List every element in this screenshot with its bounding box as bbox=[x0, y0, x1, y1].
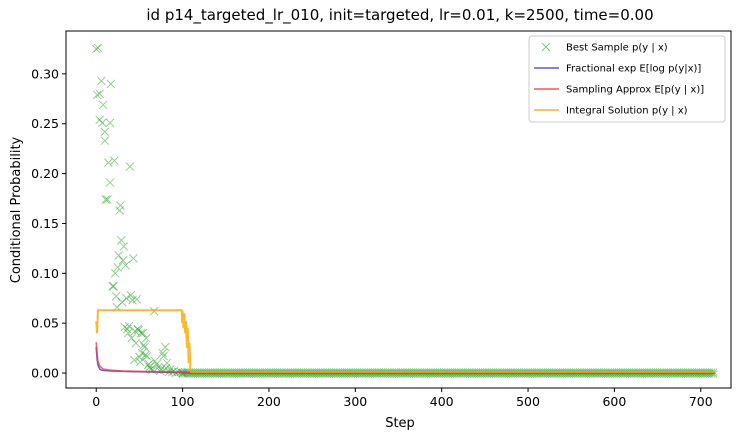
best-sample-point bbox=[121, 260, 130, 270]
x-tick-label: 600 bbox=[602, 394, 626, 409]
best-sample-point bbox=[103, 195, 112, 204]
y-axis-label: Conditional Probability bbox=[9, 136, 24, 283]
best-sample-point bbox=[101, 195, 111, 204]
best-sample-point bbox=[162, 358, 172, 368]
best-sample-point bbox=[110, 268, 120, 278]
best-sample-point bbox=[95, 89, 105, 99]
legend: Best Sample p(y | x) Fractional exp E[log… bbox=[528, 35, 726, 123]
best-sample-point bbox=[119, 242, 129, 251]
y-tick-label: 0.05 bbox=[31, 316, 59, 331]
best-sample-point bbox=[124, 321, 134, 331]
best-sample-point bbox=[98, 100, 108, 110]
x-tick-label: 700 bbox=[689, 394, 713, 409]
legend-box bbox=[528, 35, 726, 123]
best-sample-point bbox=[122, 293, 131, 303]
plot-frame bbox=[65, 30, 732, 389]
best-sample-point bbox=[100, 127, 110, 137]
best-sample-point bbox=[129, 355, 139, 365]
y-tick-label: 0.25 bbox=[31, 116, 59, 131]
x-tick-label: 400 bbox=[430, 394, 454, 409]
axis-ticks: 0 100 200 300 400 500 600 700 0.00 0.05 0.10 0.15 0.… bbox=[31, 66, 713, 409]
best-sample-point bbox=[131, 338, 141, 348]
y-tick-label: 0.10 bbox=[31, 266, 59, 281]
best-sample-point bbox=[142, 351, 152, 361]
integral-solution-line bbox=[95, 309, 715, 374]
x-tick-label: 300 bbox=[343, 394, 367, 409]
best-sample-point bbox=[109, 281, 118, 291]
plot-area bbox=[91, 43, 718, 378]
best-sample-point bbox=[138, 328, 148, 338]
best-sample-point bbox=[100, 136, 110, 146]
best-sample-point bbox=[126, 290, 136, 300]
legend-marker-best-sample bbox=[541, 42, 551, 52]
best-sample-point bbox=[159, 351, 168, 361]
best-sample-point bbox=[91, 44, 101, 54]
x-tick-label: 200 bbox=[257, 394, 281, 409]
best-sample-point bbox=[105, 118, 115, 128]
legend-label-sampling: Sampling Approx E[p(y | x)] bbox=[566, 85, 704, 96]
best-sample-point bbox=[106, 79, 116, 89]
best-sample-point bbox=[158, 348, 168, 358]
best-sample-point bbox=[129, 254, 138, 263]
y-tick-label: 0.15 bbox=[31, 216, 59, 231]
best-sample-point bbox=[116, 236, 126, 245]
best-sample-point bbox=[125, 162, 135, 171]
best-sample-point bbox=[144, 359, 154, 369]
best-sample-point bbox=[97, 118, 107, 128]
best-sample-point bbox=[135, 357, 145, 367]
best-sample-point bbox=[113, 262, 123, 272]
y-tick-label: 0.00 bbox=[31, 366, 59, 381]
x-tick-label: 500 bbox=[516, 394, 540, 409]
best-sample-point bbox=[141, 350, 150, 360]
y-tick-label: 0.30 bbox=[31, 66, 59, 81]
x-tick-label: 0 bbox=[92, 394, 100, 409]
best-sample-point bbox=[140, 342, 149, 352]
y-tick-label: 0.20 bbox=[31, 166, 59, 181]
best-sample-point bbox=[105, 178, 115, 187]
best-sample-point bbox=[123, 328, 133, 338]
legend-label-best-sample: Best Sample p(y | x) bbox=[566, 43, 668, 54]
best-sample-point bbox=[116, 201, 125, 210]
best-sample-point bbox=[108, 281, 117, 291]
best-sample-point bbox=[141, 333, 151, 343]
best-sample-point bbox=[160, 342, 170, 352]
best-sample-point bbox=[132, 294, 142, 304]
best-sample-point bbox=[92, 90, 102, 100]
chart-title: id p14_targeted_lr_010, init=targeted, l… bbox=[146, 6, 653, 25]
sampling-approx-line bbox=[95, 342, 715, 374]
best-sample-point bbox=[139, 340, 149, 350]
legend-label-integral: Integral Solution p(y | x) bbox=[566, 106, 688, 117]
best-sample-point bbox=[103, 158, 113, 167]
best-sample-point bbox=[110, 156, 119, 165]
x-tick-label: 100 bbox=[171, 394, 195, 409]
x-axis-label: Step bbox=[385, 416, 415, 431]
legend-label-fractional: Fractional exp E[log p(y|x)] bbox=[566, 64, 701, 75]
best-sample-point bbox=[93, 43, 103, 53]
best-sample-point bbox=[97, 76, 106, 86]
best-sample-point bbox=[118, 256, 128, 265]
